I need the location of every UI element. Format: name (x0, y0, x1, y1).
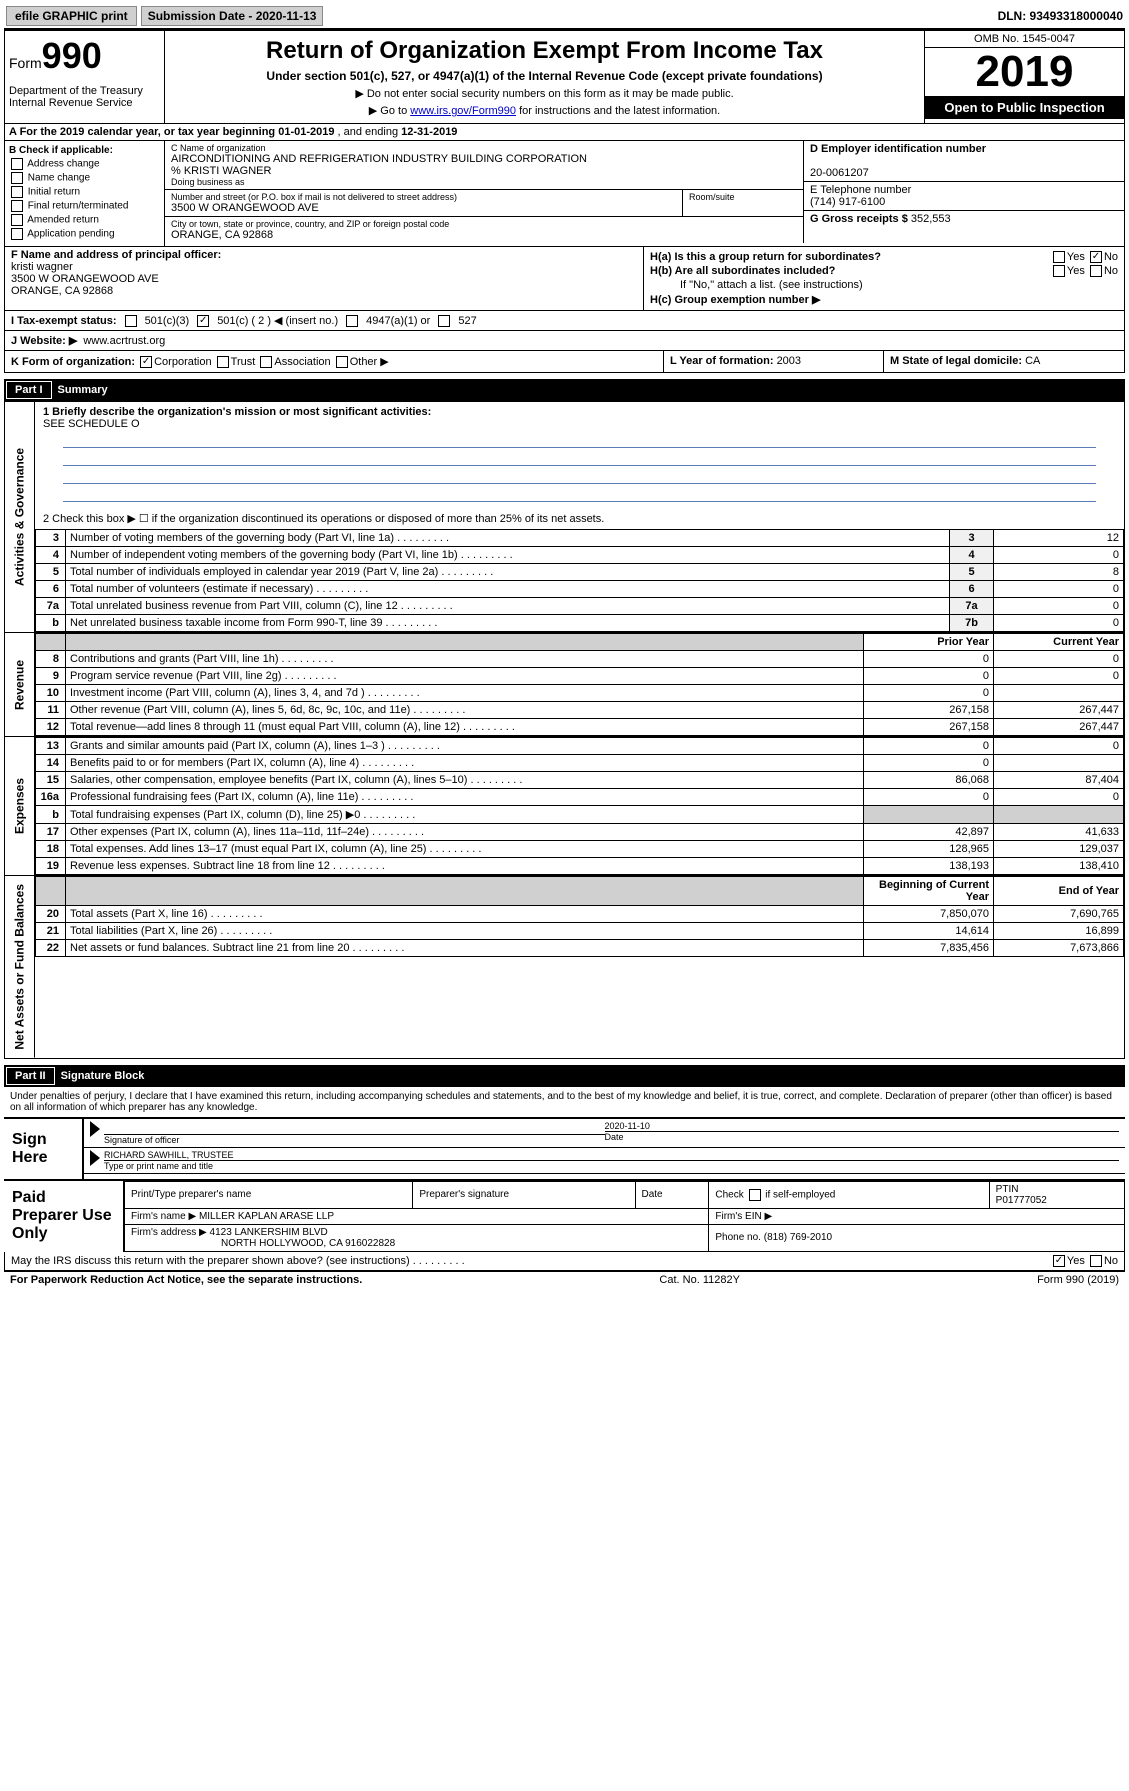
box-b-checkboxes: B Check if applicable: Address change Na… (5, 141, 165, 246)
room-suite: Room/suite (683, 190, 803, 216)
box-f-officer: F Name and address of principal officer:… (5, 247, 644, 310)
arrow-icon (90, 1121, 100, 1137)
note-link: ▶ Go to www.irs.gov/Form990 for instruct… (171, 104, 918, 117)
open-inspection-badge: Open to Public Inspection (925, 96, 1124, 119)
checkbox-amended[interactable] (11, 214, 23, 226)
irs-link[interactable]: www.irs.gov/Form990 (410, 105, 516, 117)
officer-name: RICHARD SAWHILL, TRUSTEE (104, 1150, 234, 1160)
penalty-statement: Under penalties of perjury, I declare th… (4, 1087, 1125, 1119)
checkbox-app-pending[interactable] (11, 228, 23, 240)
revenue-table: Prior YearCurrent Year8Contributions and… (35, 633, 1124, 736)
row-a-tax-year: A For the 2019 calendar year, or tax yea… (4, 124, 1125, 141)
box-c-org-info: C Name of organization AIRCONDITIONING A… (165, 141, 804, 243)
discuss-question: May the IRS discuss this return with the… (4, 1252, 1125, 1271)
checkbox-address-change[interactable] (11, 158, 23, 170)
checkbox-ha-no[interactable] (1090, 251, 1102, 263)
ptin-value: P01777052 (996, 1195, 1047, 1206)
checkbox-hb-yes[interactable] (1053, 265, 1065, 277)
firm-name: MILLER KAPLAN ARASE LLP (199, 1211, 334, 1222)
gross-receipts: 352,553 (911, 213, 951, 225)
preparer-table: Print/Type preparer's name Preparer's si… (124, 1181, 1125, 1252)
street-address: 3500 W ORANGEWOOD AVE (171, 202, 676, 214)
tax-year: 2019 (925, 48, 1124, 96)
line-2-discontinued: 2 Check this box ▶ ☐ if the organization… (35, 508, 1124, 529)
checkbox-assoc[interactable] (260, 356, 272, 368)
row-j-website: J Website: ▶ www.acrtrust.org (4, 331, 1125, 351)
paid-preparer-label: Paid Preparer Use Only (4, 1181, 124, 1252)
form-number: Form990 (9, 35, 160, 77)
website-value: www.acrtrust.org (83, 335, 165, 347)
page-footer: For Paperwork Reduction Act Notice, see … (4, 1271, 1125, 1288)
checkbox-ha-yes[interactable] (1053, 251, 1065, 263)
checkbox-527[interactable] (438, 315, 450, 327)
checkbox-self-employed[interactable] (749, 1189, 761, 1201)
efile-print-button[interactable]: efile GRAPHIC print (6, 6, 137, 26)
form-title: Return of Organization Exempt From Incom… (171, 37, 918, 65)
top-bar: efile GRAPHIC print Submission Date - 20… (4, 4, 1125, 30)
checkbox-corp[interactable] (140, 356, 152, 368)
arrow-icon (90, 1150, 100, 1166)
part-2-header: Part II Signature Block (4, 1065, 1125, 1087)
form-header: Form990 Department of the Treasury Inter… (4, 30, 1125, 124)
form-subtitle: Under section 501(c), 527, or 4947(a)(1)… (171, 69, 918, 83)
care-of: % KRISTI WAGNER (171, 165, 797, 177)
part-1-header: Part I Summary (4, 379, 1125, 401)
checkbox-hb-no[interactable] (1090, 265, 1102, 277)
checkbox-final-return[interactable] (11, 200, 23, 212)
sign-here-label: Sign Here (4, 1119, 84, 1179)
side-label-net-assets: Net Assets or Fund Balances (5, 876, 35, 1058)
net-assets-table: Beginning of Current YearEnd of Year20To… (35, 876, 1124, 957)
checkbox-discuss-no[interactable] (1090, 1255, 1102, 1267)
checkbox-discuss-yes[interactable] (1053, 1255, 1065, 1267)
row-k-org-form: K Form of organization: Corporation Trus… (5, 351, 664, 372)
firm-address: 4123 LANKERSHIM BLVD (210, 1227, 328, 1238)
org-name: AIRCONDITIONING AND REFRIGERATION INDUST… (171, 153, 797, 165)
department-label: Department of the Treasury Internal Reve… (9, 85, 160, 109)
checkbox-name-change[interactable] (11, 172, 23, 184)
side-label-expenses: Expenses (5, 737, 35, 875)
checkbox-4947[interactable] (346, 315, 358, 327)
checkbox-other[interactable] (336, 356, 348, 368)
row-l-year: L Year of formation: 2003 (664, 351, 884, 372)
submission-date: Submission Date - 2020-11-13 (141, 6, 324, 26)
row-m-state: M State of legal domicile: CA (884, 351, 1124, 372)
checkbox-trust[interactable] (217, 356, 229, 368)
box-h-group: H(a) Is this a group return for subordin… (644, 247, 1124, 310)
ein-value: 20-0061207 (810, 167, 869, 179)
side-label-revenue: Revenue (5, 633, 35, 736)
box-d-contact: D Employer identification number 20-0061… (804, 141, 1124, 243)
city-state-zip: ORANGE, CA 92868 (171, 229, 797, 241)
governance-table: 3Number of voting members of the governi… (35, 529, 1124, 632)
sign-date: 2020-11-10 (605, 1121, 650, 1131)
side-label-governance: Activities & Governance (5, 402, 35, 632)
firm-phone: (818) 769-2010 (764, 1232, 832, 1243)
line-1-mission: 1 Briefly describe the organization's mi… (35, 402, 1124, 508)
expenses-table: 13Grants and similar amounts paid (Part … (35, 737, 1124, 875)
omb-number: OMB No. 1545-0047 (925, 31, 1124, 48)
checkbox-501c3[interactable] (125, 315, 137, 327)
telephone: (714) 917-6100 (810, 196, 885, 208)
dln-number: DLN: 93493318000040 (998, 9, 1123, 23)
sig-officer-label: Signature of officer (104, 1135, 179, 1145)
checkbox-initial-return[interactable] (11, 186, 23, 198)
row-i-tax-status: I Tax-exempt status: 501(c)(3) 501(c) ( … (4, 311, 1125, 331)
note-privacy: ▶ Do not enter social security numbers o… (171, 87, 918, 100)
checkbox-501c[interactable] (197, 315, 209, 327)
